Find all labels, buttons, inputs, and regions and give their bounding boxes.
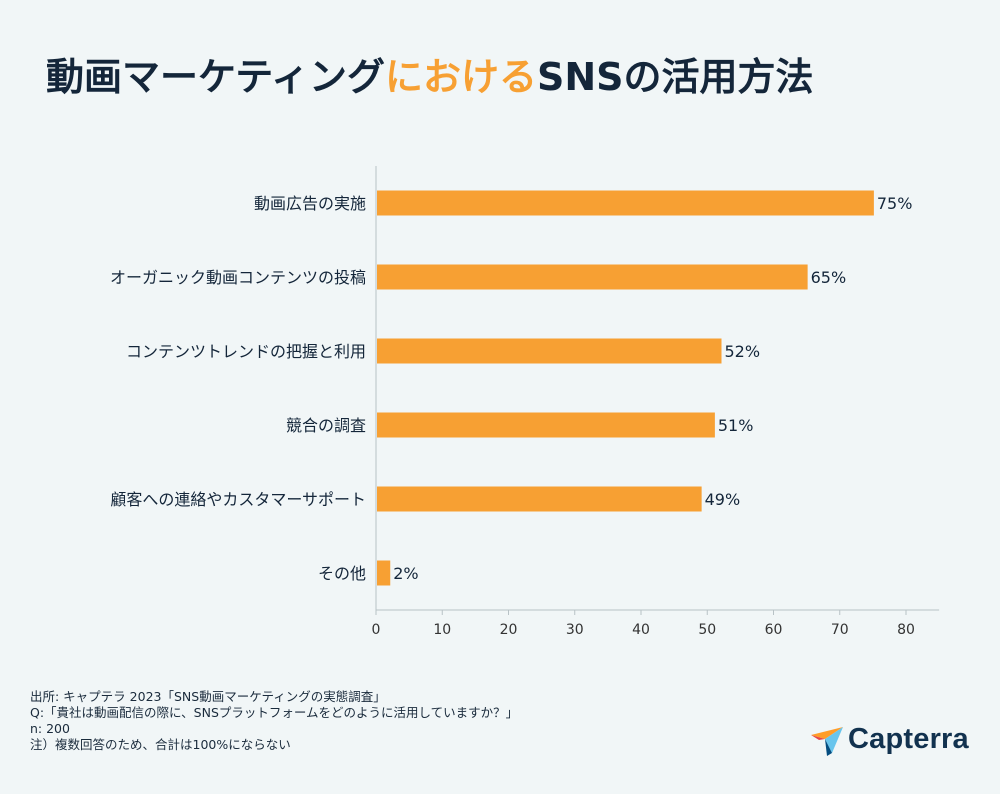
category-label: 競合の調査 bbox=[286, 416, 366, 435]
title-part2-highlight: における bbox=[384, 55, 537, 99]
category-label: オーガニック動画コンテンツの投稿 bbox=[110, 268, 366, 287]
category-label: 顧客への連絡やカスタマーサポート bbox=[110, 490, 366, 509]
x-tick-label: 10 bbox=[433, 622, 451, 638]
footer-source: 出所: キャプテラ 2023「SNS動画マーケティングの実態調査」 bbox=[30, 689, 386, 704]
x-tick-label: 70 bbox=[831, 622, 849, 638]
data-label: 52% bbox=[725, 342, 761, 361]
title-part1: 動画マーケティング bbox=[46, 55, 385, 99]
bar bbox=[377, 338, 722, 364]
category-label: コンテンツトレンドの把握と利用 bbox=[126, 342, 366, 361]
footer-note: 注）複数回答のため、合計は100%にならない bbox=[30, 737, 291, 752]
x-tick-label: 30 bbox=[566, 622, 584, 638]
x-tick-label: 60 bbox=[765, 622, 783, 638]
title-part3: SNSの活用方法 bbox=[536, 55, 814, 99]
x-tick-label: 80 bbox=[897, 622, 915, 638]
footer-question: Q:「貴社は動画配信の際に、SNSプラットフォームをどのように活用していますか？… bbox=[30, 705, 519, 720]
data-label: 51% bbox=[718, 416, 754, 435]
bar bbox=[377, 190, 874, 216]
bar bbox=[377, 486, 702, 512]
x-tick-label: 0 bbox=[372, 622, 381, 638]
capterra-logo: Capterra bbox=[810, 722, 969, 756]
capterra-arrow-icon bbox=[811, 727, 843, 756]
footer-notes: 出所: キャプテラ 2023「SNS動画マーケティングの実態調査」 Q:「貴社は… bbox=[30, 689, 518, 753]
data-label: 49% bbox=[705, 490, 741, 509]
x-tick-label: 20 bbox=[500, 622, 518, 638]
data-label: 65% bbox=[811, 268, 847, 287]
category-label: その他 bbox=[318, 564, 366, 583]
bar bbox=[377, 412, 715, 438]
footer-sample-size: n: 200 bbox=[30, 721, 70, 736]
bar bbox=[377, 264, 808, 290]
bar bbox=[377, 560, 391, 586]
data-label: 75% bbox=[877, 194, 913, 213]
capterra-logo-text: Capterra bbox=[848, 722, 969, 755]
chart-title: 動画マーケティングにおけるSNSの活用方法 bbox=[46, 46, 814, 101]
x-tick-label: 40 bbox=[632, 622, 650, 638]
category-label: 動画広告の実施 bbox=[254, 194, 366, 213]
x-tick-label: 50 bbox=[698, 622, 716, 638]
data-label: 2% bbox=[393, 564, 418, 583]
